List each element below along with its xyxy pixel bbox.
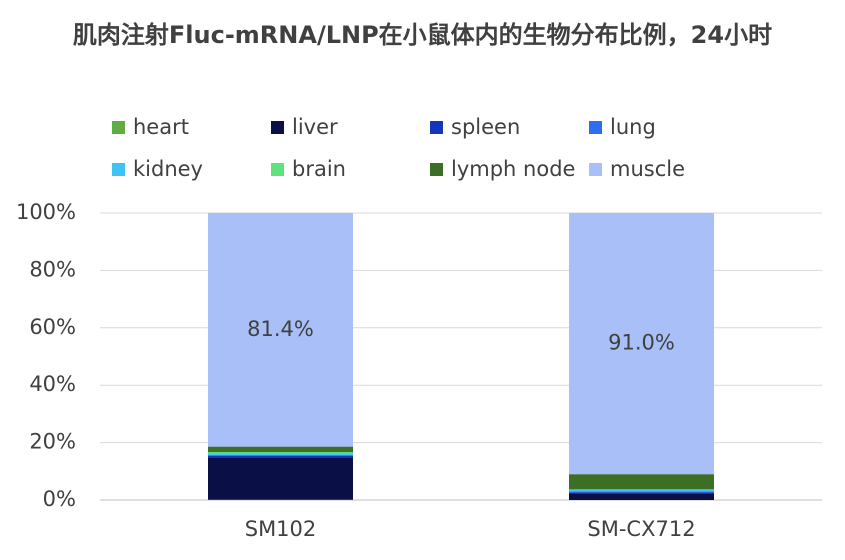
- bar-segment: [208, 457, 353, 500]
- legend-label: kidney: [133, 157, 203, 181]
- legend-swatch: [112, 163, 125, 176]
- x-tick-label: SM-CX712: [587, 517, 695, 541]
- legend-swatch: [112, 121, 125, 134]
- legend-swatch: [589, 121, 602, 134]
- x-tick-label: SM102: [245, 517, 317, 541]
- legend-label: liver: [292, 115, 338, 139]
- bar-segment: [569, 491, 714, 493]
- bar-segment: [569, 492, 714, 494]
- bar-segment: [569, 213, 714, 475]
- bar-segment: [569, 493, 714, 500]
- bar-segment: [208, 453, 353, 455]
- y-tick-label: 40%: [29, 372, 76, 396]
- y-tick-label: 100%: [16, 200, 76, 224]
- legend-swatch: [430, 121, 443, 134]
- bar-segment: [569, 489, 714, 492]
- legend-swatch: [589, 163, 602, 176]
- chart-title: 肌肉注射Fluc-mRNA/LNP在小鼠体内的生物分布比例，24小时: [72, 21, 773, 49]
- legend-swatch: [271, 121, 284, 134]
- legend-swatch: [271, 163, 284, 176]
- bar-segment: [208, 213, 353, 447]
- data-label: 91.0%: [608, 331, 675, 355]
- legend-label: heart: [133, 115, 189, 139]
- bar-segment: [208, 455, 353, 458]
- y-tick-label: 80%: [29, 257, 76, 281]
- y-tick-label: 20%: [29, 430, 76, 454]
- bar-segment: [569, 474, 714, 490]
- bar-segment: [208, 454, 353, 456]
- legend-label: brain: [292, 157, 346, 181]
- bar-segment: [569, 489, 714, 490]
- y-tick-label: 60%: [29, 315, 76, 339]
- legend-label: lung: [610, 115, 656, 139]
- y-tick-label: 0%: [43, 487, 76, 511]
- legend-label: lymph node: [451, 157, 575, 181]
- legend-label: muscle: [610, 157, 685, 181]
- legend-label: spleen: [451, 115, 520, 139]
- legend-swatch: [430, 163, 443, 176]
- data-label: 81.4%: [247, 317, 314, 341]
- bar-segment: [208, 446, 353, 453]
- bar-segment: [208, 452, 353, 454]
